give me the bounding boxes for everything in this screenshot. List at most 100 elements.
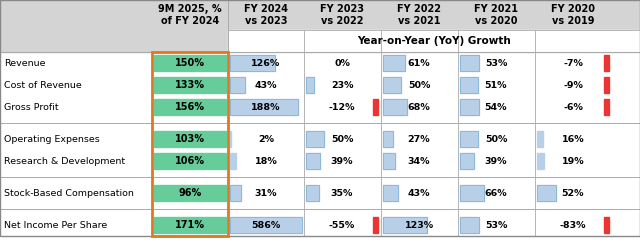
Text: 50%: 50% [331, 135, 353, 143]
Bar [460, 99, 479, 115]
Bar [154, 131, 226, 147]
Text: FY 2021
vs 2020: FY 2021 vs 2020 [474, 4, 518, 26]
Bar [537, 185, 556, 201]
Text: 34%: 34% [408, 156, 430, 166]
Bar [383, 99, 408, 115]
Bar [306, 185, 319, 201]
Bar [460, 185, 484, 201]
Bar [383, 185, 399, 201]
Bar [230, 55, 275, 71]
Text: -12%: -12% [329, 103, 355, 111]
Bar [306, 153, 320, 169]
Text: 2%: 2% [258, 135, 274, 143]
Bar [230, 131, 231, 147]
Bar [230, 55, 275, 71]
Text: 53%: 53% [485, 58, 507, 68]
Bar [306, 77, 314, 93]
Bar [604, 99, 609, 115]
Bar [230, 217, 302, 233]
Text: 43%: 43% [255, 80, 277, 89]
Bar [230, 153, 237, 169]
Bar [383, 185, 399, 201]
Text: FY 2020
vs 2019: FY 2020 vs 2019 [551, 4, 595, 26]
Bar [306, 77, 314, 93]
Bar [306, 153, 320, 169]
Bar [460, 153, 474, 169]
Bar [460, 153, 474, 169]
Text: 43%: 43% [408, 188, 430, 198]
Bar [383, 153, 396, 169]
Text: 96%: 96% [179, 188, 202, 198]
Bar [383, 131, 393, 147]
Text: 150%: 150% [175, 58, 205, 68]
Bar [537, 131, 543, 147]
Text: 27%: 27% [408, 135, 430, 143]
Bar [154, 153, 226, 169]
Bar [460, 55, 479, 71]
Bar [383, 153, 396, 169]
Bar [373, 217, 378, 233]
Bar [230, 99, 298, 115]
Bar [230, 99, 298, 115]
Bar [537, 185, 556, 201]
Text: Cost of Revenue: Cost of Revenue [4, 80, 82, 89]
Bar [604, 55, 609, 71]
Bar [230, 185, 241, 201]
Text: 23%: 23% [331, 80, 353, 89]
Text: 61%: 61% [408, 58, 430, 68]
Text: 68%: 68% [408, 103, 430, 111]
Bar [460, 217, 479, 233]
Bar [460, 217, 479, 233]
Text: Year-on-Year (YoY) Growth: Year-on-Year (YoY) Growth [357, 36, 511, 46]
Text: 126%: 126% [252, 58, 280, 68]
Bar [460, 99, 479, 115]
Text: 103%: 103% [175, 134, 205, 144]
Text: 39%: 39% [331, 156, 353, 166]
Text: 586%: 586% [252, 220, 280, 230]
Text: FY 2024
vs 2023: FY 2024 vs 2023 [244, 4, 288, 26]
Text: Revenue: Revenue [4, 58, 45, 68]
Bar [460, 55, 479, 71]
Bar [537, 153, 544, 169]
Text: 9M 2025, %
of FY 2024: 9M 2025, % of FY 2024 [158, 4, 222, 26]
Text: 19%: 19% [562, 156, 584, 166]
Bar [306, 131, 324, 147]
Bar [230, 77, 246, 93]
Text: 188%: 188% [252, 103, 281, 111]
Bar [460, 77, 478, 93]
Text: FY 2022
vs 2021: FY 2022 vs 2021 [397, 4, 441, 26]
Text: 50%: 50% [485, 135, 507, 143]
Bar [306, 131, 324, 147]
Text: 35%: 35% [331, 188, 353, 198]
Text: 51%: 51% [484, 80, 508, 89]
Bar [383, 217, 428, 233]
Bar [230, 185, 241, 201]
Text: 31%: 31% [255, 188, 277, 198]
Text: -83%: -83% [560, 220, 586, 230]
Text: -6%: -6% [563, 103, 583, 111]
Bar [154, 217, 226, 233]
Bar [0, 0, 640, 52]
Bar [460, 77, 478, 93]
Text: 171%: 171% [175, 220, 205, 230]
Text: 0%: 0% [334, 58, 350, 68]
Bar [383, 77, 401, 93]
Bar [383, 217, 428, 233]
Text: Research & Development: Research & Development [4, 156, 125, 166]
Bar [383, 77, 401, 93]
Bar [604, 77, 609, 93]
Text: 52%: 52% [562, 188, 584, 198]
Text: 106%: 106% [175, 156, 205, 166]
Bar [383, 131, 393, 147]
Bar [230, 217, 302, 233]
Bar [383, 99, 408, 115]
Text: 133%: 133% [175, 80, 205, 90]
Text: Stock-Based Compensation: Stock-Based Compensation [4, 188, 134, 198]
Bar [383, 55, 405, 71]
Text: 53%: 53% [485, 220, 507, 230]
Bar [152, 52, 228, 236]
Text: 123%: 123% [404, 220, 433, 230]
Text: -7%: -7% [563, 58, 583, 68]
Text: -9%: -9% [563, 80, 583, 89]
Text: 54%: 54% [484, 103, 508, 111]
